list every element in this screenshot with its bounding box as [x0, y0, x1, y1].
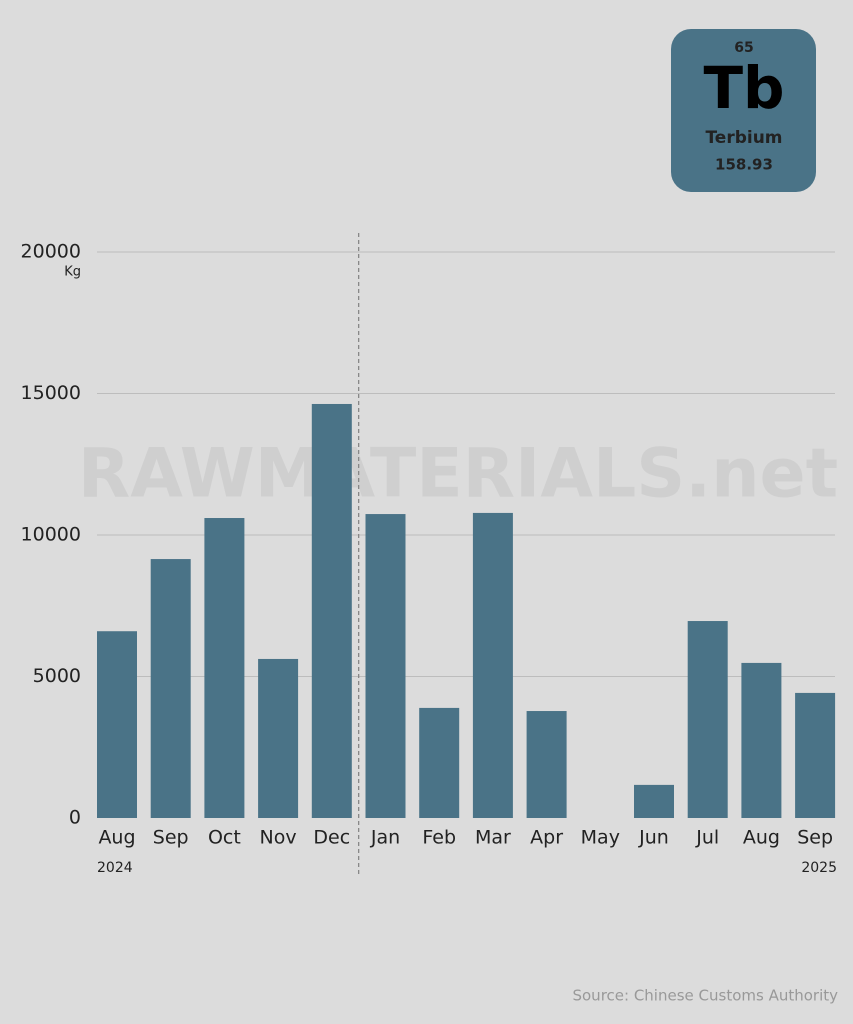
x-tick-label: Oct: [208, 827, 241, 849]
y-tick-label: 15000: [21, 382, 81, 404]
x-tick-label: Sep: [797, 827, 833, 849]
y-tick-label: 0: [69, 807, 81, 829]
watermark: RAWMATERIALS.net: [78, 435, 838, 514]
element-number: 65: [734, 40, 753, 56]
x-tick-label: Aug: [743, 827, 780, 849]
bar: [258, 658, 299, 818]
bar: [311, 403, 352, 818]
bar: [795, 692, 836, 818]
y-unit: Kg: [64, 265, 81, 280]
period-label: 2025: [801, 860, 837, 876]
source: Source: Chinese Customs Authority: [572, 987, 838, 1005]
element-mass: 158.93: [715, 156, 773, 174]
y-tick-label: 10000: [21, 524, 81, 546]
bar: [526, 711, 567, 818]
element-symbol: Tb: [703, 54, 784, 122]
period-label: 2024: [97, 860, 133, 876]
x-tick-label: Jul: [695, 827, 719, 849]
element-box: [671, 29, 816, 192]
x-tick-label: Mar: [475, 827, 511, 849]
bar: [204, 518, 245, 818]
bar: [365, 514, 406, 818]
bar: [634, 784, 674, 818]
bar: [419, 707, 460, 818]
x-tick-label: Dec: [313, 827, 350, 849]
x-tick-label: Jun: [638, 827, 669, 849]
x-tick-label: Apr: [530, 827, 563, 849]
x-tick-label: Nov: [260, 827, 297, 849]
x-tick-label: Sep: [153, 827, 189, 849]
x-tick-label: Aug: [98, 827, 135, 849]
x-tick-label: Jan: [370, 827, 400, 849]
bar: [687, 621, 728, 818]
bar: [97, 631, 137, 818]
x-tick-label: May: [581, 827, 620, 849]
element-name: Terbium: [705, 128, 782, 148]
y-tick-label: 20000: [21, 241, 81, 263]
bar: [741, 662, 782, 818]
x-tick-label: Feb: [422, 827, 456, 849]
bar: [472, 512, 513, 818]
bar: [150, 559, 191, 818]
y-tick-label: 5000: [33, 665, 81, 687]
